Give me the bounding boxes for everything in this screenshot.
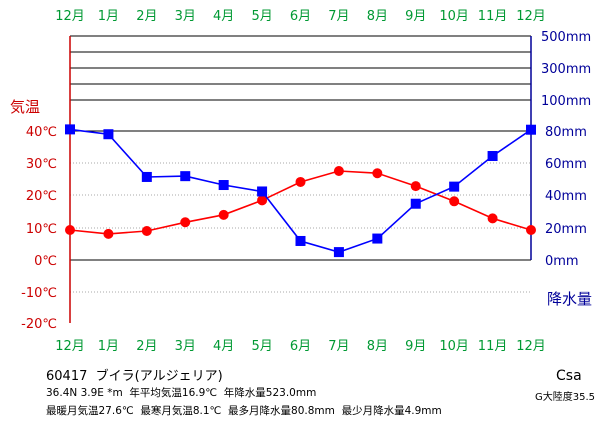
temperature-point: [295, 176, 306, 187]
month-label-top: 2月: [136, 9, 157, 24]
precip-tick-label: 20mm: [545, 222, 587, 237]
temperature-point: [257, 195, 268, 206]
month-label-bottom: 2月: [136, 339, 157, 354]
temperature-point: [526, 225, 536, 236]
precipitation-point: [410, 198, 421, 209]
month-label-top: 1月: [98, 9, 119, 24]
precipitation-point: [103, 129, 114, 140]
temp-tick-label: -20℃: [21, 317, 57, 332]
temperature-point: [180, 217, 191, 228]
temperature-point: [103, 228, 114, 239]
precip-tick-label: 40mm: [545, 189, 587, 204]
precipitation-point: [257, 186, 268, 197]
precip-tick-label: 80mm: [545, 125, 587, 140]
month-label-bottom: 12月: [516, 339, 546, 354]
coldest-month-temp: 最寒月気温8.1℃: [140, 405, 222, 417]
precipitation-point: [295, 235, 306, 246]
precipitation-line: [69, 128, 532, 253]
precipitation-point: [180, 171, 191, 182]
precipitation-point: [141, 171, 152, 182]
month-label-bottom: 3月: [175, 339, 196, 354]
climate-code: Csa: [556, 368, 582, 384]
temperature-point: [410, 181, 421, 192]
month-label-bottom: 11月: [478, 339, 508, 354]
temp-axis-label: 気温: [10, 98, 40, 116]
month-label-bottom: 6月: [290, 339, 311, 354]
temperature-point: [487, 213, 498, 224]
month-label-top: 12月: [55, 9, 85, 24]
precipitation-point: [333, 247, 344, 258]
precip-axis-label: 降水量: [547, 290, 592, 308]
temp-tick-label: 0℃: [34, 254, 57, 269]
month-label-bottom: 4月: [213, 339, 234, 354]
warmest-month-temp: 最暖月気温27.6℃: [46, 405, 134, 417]
temperature-point: [65, 225, 75, 236]
precip-tick-label: 500mm: [541, 30, 591, 45]
month-label-top: 4月: [213, 9, 234, 24]
temperature-point: [218, 209, 229, 220]
temp-tick-label: 40℃: [26, 125, 57, 140]
station-id: 60417: [46, 369, 88, 384]
temperature-point: [333, 165, 344, 176]
station-stats-line2: 最暖月気温27.6℃ 最寒月気温8.1℃ 最多月降水量80.8mm 最少月降水量…: [46, 403, 442, 418]
month-label-top: 11月: [478, 9, 508, 24]
precip-tick-label: 0mm: [545, 254, 579, 269]
month-label-top: 7月: [328, 9, 349, 24]
precip-tick-label: 300mm: [541, 62, 591, 77]
month-label-bottom: 1月: [98, 339, 119, 354]
precipitation-point: [526, 124, 536, 135]
month-label-top: 8月: [367, 9, 388, 24]
min-precip-month: 最少月降水量4.9mm: [341, 405, 442, 417]
station-stats-line1: 36.4N 3.9E *m 年平均気温16.9℃ 年降水量523.0mm: [46, 385, 316, 400]
station-name: ブイラ(アルジェリア): [95, 369, 223, 384]
precipitation-point: [218, 180, 229, 191]
month-label-top: 10月: [439, 9, 469, 24]
temperature-point: [449, 196, 460, 207]
temp-tick-label: 20℃: [26, 189, 57, 204]
annual-mean-temp: 年平均気温16.9℃: [129, 387, 218, 399]
month-label-bottom: 8月: [367, 339, 388, 354]
precip-tick-label: 60mm: [545, 157, 587, 172]
continentality: G大陸度35.5: [535, 392, 596, 403]
month-label-bottom: 12月: [55, 339, 85, 354]
month-label-bottom: 10月: [439, 339, 469, 354]
temp-tick-label: -10℃: [21, 286, 57, 301]
month-label-top: 12月: [516, 9, 546, 24]
precipitation-point: [449, 181, 460, 192]
precipitation-point: [487, 150, 498, 161]
precip-tick-label: 100mm: [541, 94, 591, 109]
month-label-top: 5月: [251, 9, 272, 24]
month-label-top: 6月: [290, 9, 311, 24]
temperature-point: [372, 168, 383, 179]
precipitation-point: [372, 233, 383, 244]
temp-tick-label: 30℃: [26, 157, 57, 172]
month-label-bottom: 9月: [405, 339, 426, 354]
month-label-bottom: 7月: [328, 339, 349, 354]
max-precip-month: 最多月降水量80.8mm: [228, 405, 335, 417]
month-label-top: 3月: [175, 9, 196, 24]
month-label-bottom: 5月: [251, 339, 272, 354]
temperature-point: [141, 225, 152, 236]
annual-precip: 年降水量523.0mm: [223, 387, 317, 399]
precipitation-point: [65, 124, 75, 135]
month-label-top: 9月: [405, 9, 426, 24]
temp-tick-label: 10℃: [26, 222, 57, 237]
station-header: 60417 ブイラ(アルジェリア): [46, 365, 223, 384]
station-coords: 36.4N 3.9E *m: [46, 387, 123, 399]
